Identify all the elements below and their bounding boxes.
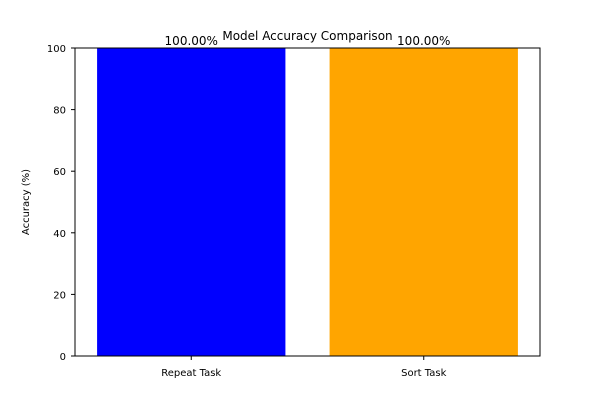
data-label: 100.00% xyxy=(165,34,218,48)
y-tick-label: 80 xyxy=(53,106,66,117)
y-tick-label: 20 xyxy=(53,290,66,301)
bars-layer xyxy=(97,48,518,356)
y-tick-label: 100 xyxy=(47,44,66,55)
ticks-layer: 0 20 40 60 80 100 Repeat Task Sort Task xyxy=(47,44,447,379)
data-label: 100.00% xyxy=(397,34,450,48)
plot-frame xyxy=(74,47,541,357)
y-tick-label: 60 xyxy=(53,167,66,178)
bar-sort-task xyxy=(329,48,518,356)
data-labels-layer: 100.00% 100.00% xyxy=(165,34,451,48)
y-axis-label: Accuracy (%) xyxy=(21,169,32,235)
y-tick-label: 0 xyxy=(60,352,66,363)
chart-title: Model Accuracy Comparison xyxy=(222,29,392,43)
x-tick-label: Repeat Task xyxy=(161,368,221,379)
bar-repeat-task xyxy=(97,48,286,356)
y-tick-label: 40 xyxy=(53,229,66,240)
x-tick-label: Sort Task xyxy=(401,368,446,379)
